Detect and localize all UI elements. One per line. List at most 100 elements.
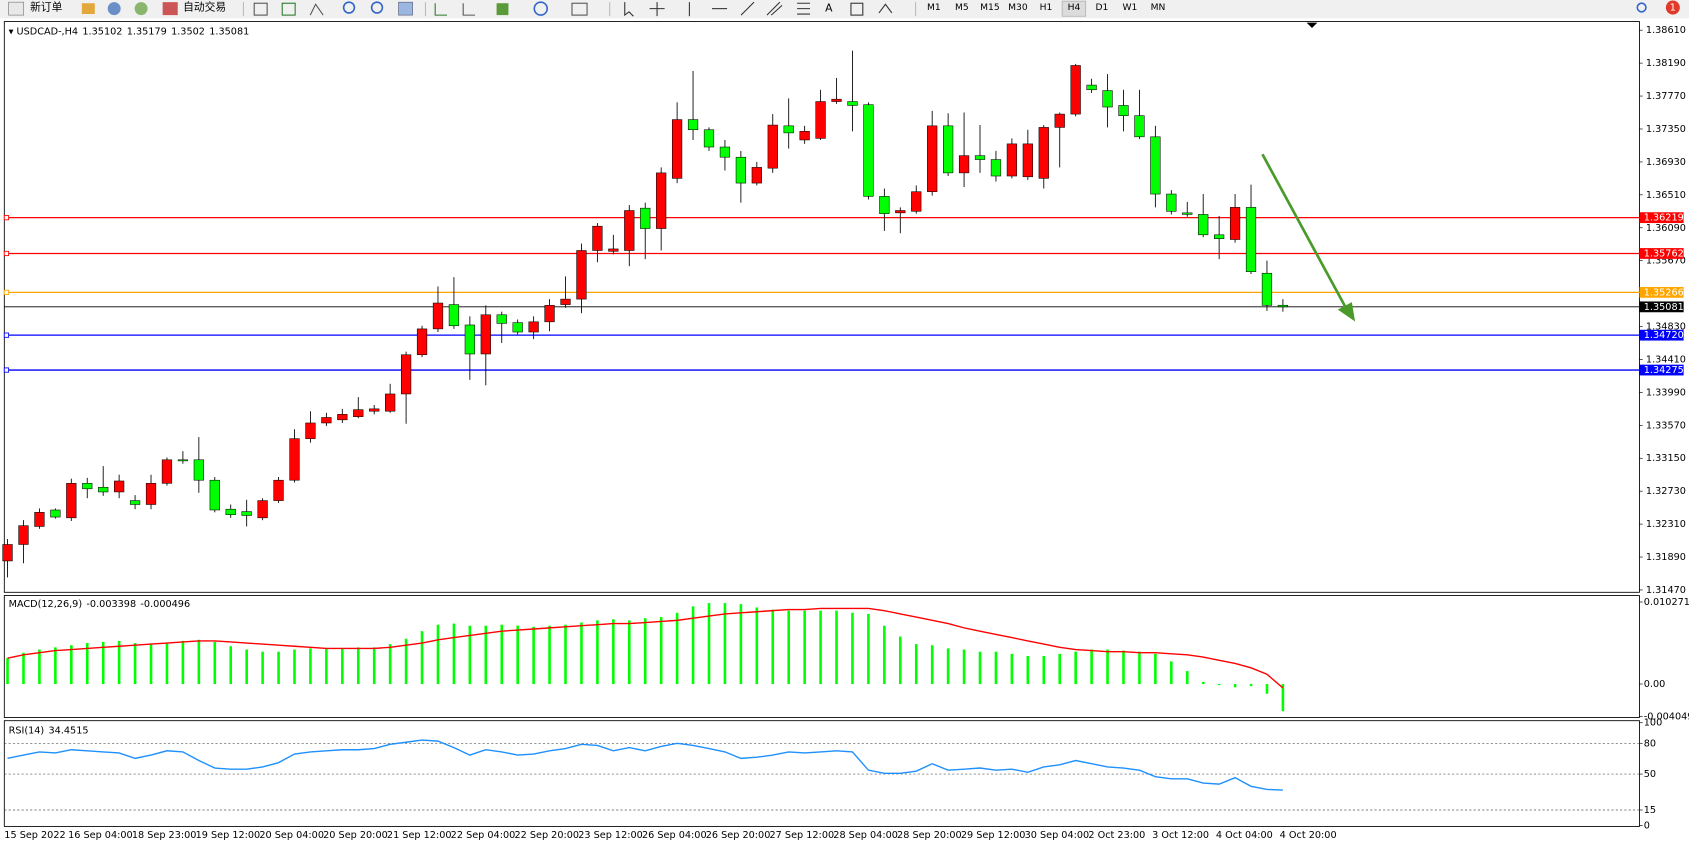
crosshair-tool[interactable] [649, 2, 665, 17]
candle-body [512, 322, 523, 333]
level-handle [3, 250, 10, 257]
level-handle [3, 367, 10, 373]
macd-bar [1201, 681, 1205, 685]
macd-bar [675, 612, 679, 685]
icon[interactable] [434, 3, 448, 16]
macd-bar [659, 617, 663, 685]
text-tool[interactable]: A [825, 2, 833, 15]
timeframe-button[interactable]: H1 [1040, 2, 1053, 13]
timeframe-button[interactable]: M30 [1008, 2, 1028, 13]
candle-body [241, 511, 252, 516]
timeframe-active [1061, 0, 1087, 17]
candle-body [480, 314, 491, 355]
timeframe-button[interactable]: W1 [1123, 2, 1138, 13]
macd-bar [85, 643, 89, 685]
macd-name: MACD(12,26,9) [9, 599, 83, 610]
macd-bar [946, 648, 950, 685]
x-tick-label: 26 Sep 04:00 [642, 830, 707, 841]
macd-header: MACD(12,26,9) -0.003398 -0.000496 [9, 599, 191, 610]
icon[interactable] [281, 2, 296, 16]
search[interactable] [1636, 2, 1647, 13]
candle-body [687, 119, 699, 131]
macd-bar [356, 647, 360, 685]
macd-bar [516, 625, 519, 685]
macd-bar [54, 647, 57, 685]
macd-bar [978, 651, 982, 685]
macd-bar [899, 636, 902, 685]
last-price-bg [1639, 301, 1684, 313]
macd-bar [612, 619, 615, 685]
y-tick-label: 1.37770 [1646, 91, 1686, 102]
y-tick-label: 1.37350 [1646, 124, 1686, 135]
notification-badge[interactable] [1665, 0, 1680, 15]
icon[interactable] [107, 2, 121, 16]
x-tick-label: 2 Oct 23:00 [1088, 830, 1145, 841]
macd-bar [420, 631, 424, 685]
icon[interactable] [253, 2, 268, 16]
chart-header: ▾ USDCAD-,H4 1.35102 1.35179 1.3502 1.35081 [9, 26, 250, 37]
zoom-in[interactable] [342, 1, 356, 14]
timeframe-button[interactable]: M15 [980, 2, 1000, 13]
channel-tool[interactable] [766, 1, 783, 16]
timeframe-button[interactable]: M1 [927, 2, 941, 13]
candle-body [990, 159, 1002, 177]
x-tick-label: 28 Sep 20:00 [897, 830, 962, 841]
y-tick-label: 1.33570 [1646, 420, 1686, 431]
candle-body [50, 509, 61, 518]
icon[interactable] [571, 2, 588, 16]
new-order-icon[interactable] [8, 1, 25, 16]
auto-trading-icon[interactable] [162, 2, 178, 16]
macd-bar [500, 624, 504, 685]
icon[interactable] [81, 3, 95, 15]
icon[interactable] [533, 1, 549, 16]
icon[interactable] [309, 3, 324, 16]
timeframe-button[interactable]: M5 [955, 2, 969, 13]
auto-trading-button[interactable]: 自动交易 [183, 1, 226, 14]
x-tick-label: 3 Oct 12:00 [1152, 830, 1209, 841]
macd-bar [38, 649, 41, 685]
candle-body [911, 191, 922, 212]
candle-body [592, 225, 603, 251]
candle-body [98, 486, 109, 493]
level-handle [3, 289, 10, 295]
rsi-y-tick-label: 0 [1644, 820, 1650, 831]
icon[interactable] [398, 1, 413, 16]
candle-body [879, 196, 890, 214]
macd-bar [1154, 653, 1157, 685]
macd-bar [851, 612, 854, 685]
shapes-tool[interactable] [878, 3, 893, 14]
macd-bar [532, 626, 535, 685]
icon[interactable] [134, 2, 148, 16]
macd-bar [835, 610, 838, 685]
macd-bar [994, 651, 998, 685]
candle-body [209, 479, 220, 511]
macd-y-tick-label: 0.010271 [1644, 597, 1689, 608]
candle-body [1166, 193, 1177, 212]
rsi-last: 34.4515 [49, 725, 89, 736]
candle-body [831, 98, 842, 102]
timeframe-button[interactable]: MN [1151, 2, 1166, 13]
zoom-out[interactable] [370, 1, 384, 14]
new-order-button[interactable]: 新订单 [30, 1, 63, 14]
trendline-tool[interactable] [740, 1, 755, 16]
macd-bar [914, 644, 918, 685]
macd-bar [1170, 661, 1173, 685]
timeframe-button[interactable]: H4 [1068, 2, 1081, 13]
candle-body [385, 393, 396, 412]
x-tick-label: 28 Sep 04:00 [833, 830, 898, 841]
level-label-bg [1639, 212, 1684, 224]
fibo-tool[interactable] [797, 2, 811, 15]
cursor-tool[interactable] [624, 2, 634, 17]
candle-body [895, 210, 906, 214]
rsi-y-tick-label: 15 [1644, 805, 1656, 816]
label-tool[interactable] [850, 2, 864, 16]
x-tick-label: 29 Sep 12:00 [961, 830, 1026, 841]
candle-body [448, 304, 460, 327]
candle-body [608, 248, 619, 252]
macd-bar [787, 610, 790, 685]
candle-body [193, 459, 204, 481]
icon[interactable] [496, 3, 509, 16]
candle-body [1118, 105, 1129, 116]
icon[interactable] [462, 3, 476, 16]
timeframe-button[interactable]: D1 [1096, 2, 1109, 13]
